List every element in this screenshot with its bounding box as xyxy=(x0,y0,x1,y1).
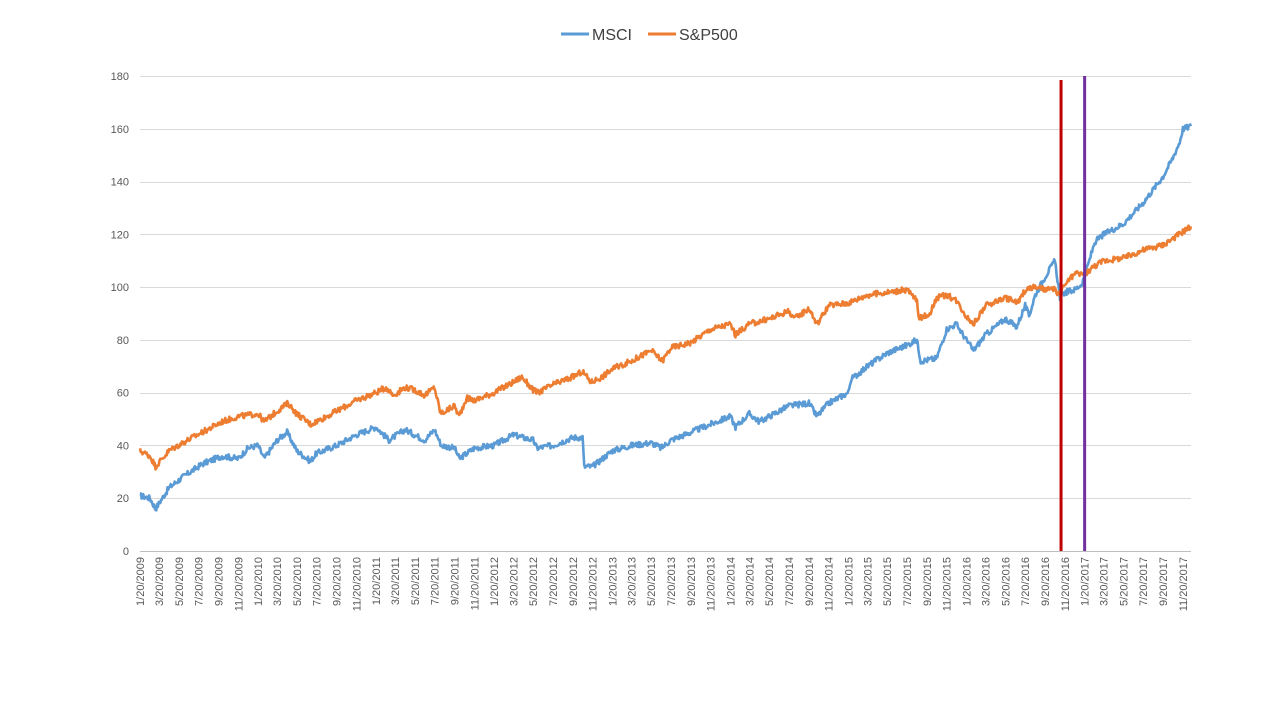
x-tick-label: 11/20/2017 xyxy=(1178,557,1190,611)
x-tick-label: 3/20/2015 xyxy=(862,557,874,606)
x-tick-label: 7/20/2013 xyxy=(666,557,678,606)
x-tick-label: 9/20/2010 xyxy=(332,557,344,606)
x-tick-label: 5/20/2009 xyxy=(174,557,186,606)
x-tick-label: 1/20/2014 xyxy=(725,557,737,606)
x-tick-label: 9/20/2017 xyxy=(1158,557,1170,606)
series-lines xyxy=(138,123,1193,512)
x-tick-label: 11/20/2011 xyxy=(469,557,481,610)
y-tick-label: 60 xyxy=(117,388,129,400)
x-tick-label: 1/20/2016 xyxy=(961,557,973,606)
x-tick-label: 7/20/2012 xyxy=(548,557,560,606)
chart-legend: MSCI S&P500 xyxy=(561,27,738,44)
x-tick-label: 7/20/2015 xyxy=(902,557,914,606)
x-tick-label: 3/20/2011 xyxy=(390,557,402,605)
y-tick-label: 80 xyxy=(117,335,129,347)
x-tick-label: 11/20/2014 xyxy=(824,557,836,611)
x-tick-label: 7/20/2009 xyxy=(194,557,206,606)
gridlines xyxy=(140,76,1191,499)
x-tick-label: 1/20/2017 xyxy=(1080,557,1092,606)
x-tick-label: 7/20/2011 xyxy=(430,557,442,605)
x-tick-label: 7/20/2010 xyxy=(312,557,324,606)
legend-item-msci: MSCI xyxy=(561,27,632,44)
x-tick-label: 11/20/2012 xyxy=(588,557,600,611)
y-tick-label: 160 xyxy=(111,124,129,136)
series-line-msci xyxy=(139,123,1193,512)
x-tick-label: 9/20/2012 xyxy=(568,557,580,606)
legend-label-sp500: S&P500 xyxy=(679,27,738,44)
x-tick-label: 9/20/2014 xyxy=(804,557,816,606)
x-tick-label: 3/20/2012 xyxy=(508,557,520,606)
x-tick-label: 3/20/2017 xyxy=(1099,557,1111,606)
x-tick-label: 9/20/2015 xyxy=(922,557,934,606)
x-tick-label: 1/20/2012 xyxy=(489,557,501,606)
x-tick-label: 5/20/2013 xyxy=(646,557,658,606)
x-tick-label: 5/20/2014 xyxy=(764,557,776,606)
x-tick-label: 11/20/2009 xyxy=(233,557,245,611)
x-tick-label: 5/20/2017 xyxy=(1118,557,1130,606)
x-tick-label: 11/20/2013 xyxy=(706,557,718,611)
series-line-sp500 xyxy=(138,224,1193,471)
vertical-markers xyxy=(1059,76,1087,551)
legend-label-msci: MSCI xyxy=(592,27,632,44)
y-tick-label: 120 xyxy=(111,229,129,241)
y-tick-label: 40 xyxy=(117,440,129,452)
x-tick-label: 5/20/2016 xyxy=(1000,557,1012,606)
x-tick-label: 11/20/2016 xyxy=(1060,557,1072,611)
x-tick-label: 3/20/2009 xyxy=(154,557,166,606)
legend-item-sp500: S&P500 xyxy=(648,27,738,44)
x-tick-label: 7/20/2014 xyxy=(784,557,796,606)
y-tick-label: 0 xyxy=(123,546,129,558)
x-tick-label: 1/20/2015 xyxy=(843,557,855,606)
x-axis-tick-labels: 1/20/2009 3/20/2009 5/20/2009 7/20/2009 9/20… xyxy=(135,557,1190,611)
x-tick-label: 1/20/2013 xyxy=(607,557,619,606)
x-tick-label: 5/20/2010 xyxy=(292,557,304,606)
x-tick-label: 1/20/2010 xyxy=(253,557,265,606)
x-tick-label: 3/20/2016 xyxy=(981,557,993,606)
x-tick-label: 3/20/2010 xyxy=(272,557,284,606)
x-tick-label: 9/20/2013 xyxy=(686,557,698,606)
x-tick-label: 9/20/2009 xyxy=(214,557,226,606)
x-tick-label: 3/20/2014 xyxy=(744,557,756,606)
x-tick-label: 5/20/2015 xyxy=(882,557,894,606)
y-tick-label: 20 xyxy=(117,493,129,505)
x-tick-label: 5/20/2012 xyxy=(528,557,540,606)
x-tick-label: 5/20/2011 xyxy=(410,557,422,605)
x-tick-label: 1/20/2011 xyxy=(371,557,383,605)
x-tick-label: 9/20/2016 xyxy=(1040,557,1052,606)
x-tick-label: 7/20/2016 xyxy=(1020,557,1032,606)
y-tick-label: 140 xyxy=(111,177,129,189)
x-tick-label: 3/20/2013 xyxy=(626,557,638,606)
x-tick-label: 1/20/2009 xyxy=(135,557,147,606)
x-tick-label: 11/20/2015 xyxy=(942,557,954,611)
x-tick-label: 9/20/2011 xyxy=(450,557,462,605)
y-axis-tick-labels: 0 20 40 60 80 100 120 140 160 180 xyxy=(111,71,129,558)
y-tick-label: 180 xyxy=(111,71,129,83)
x-tick-label: 7/20/2017 xyxy=(1138,557,1150,606)
x-tick-label: 11/20/2010 xyxy=(351,557,363,611)
y-tick-label: 100 xyxy=(111,282,129,294)
